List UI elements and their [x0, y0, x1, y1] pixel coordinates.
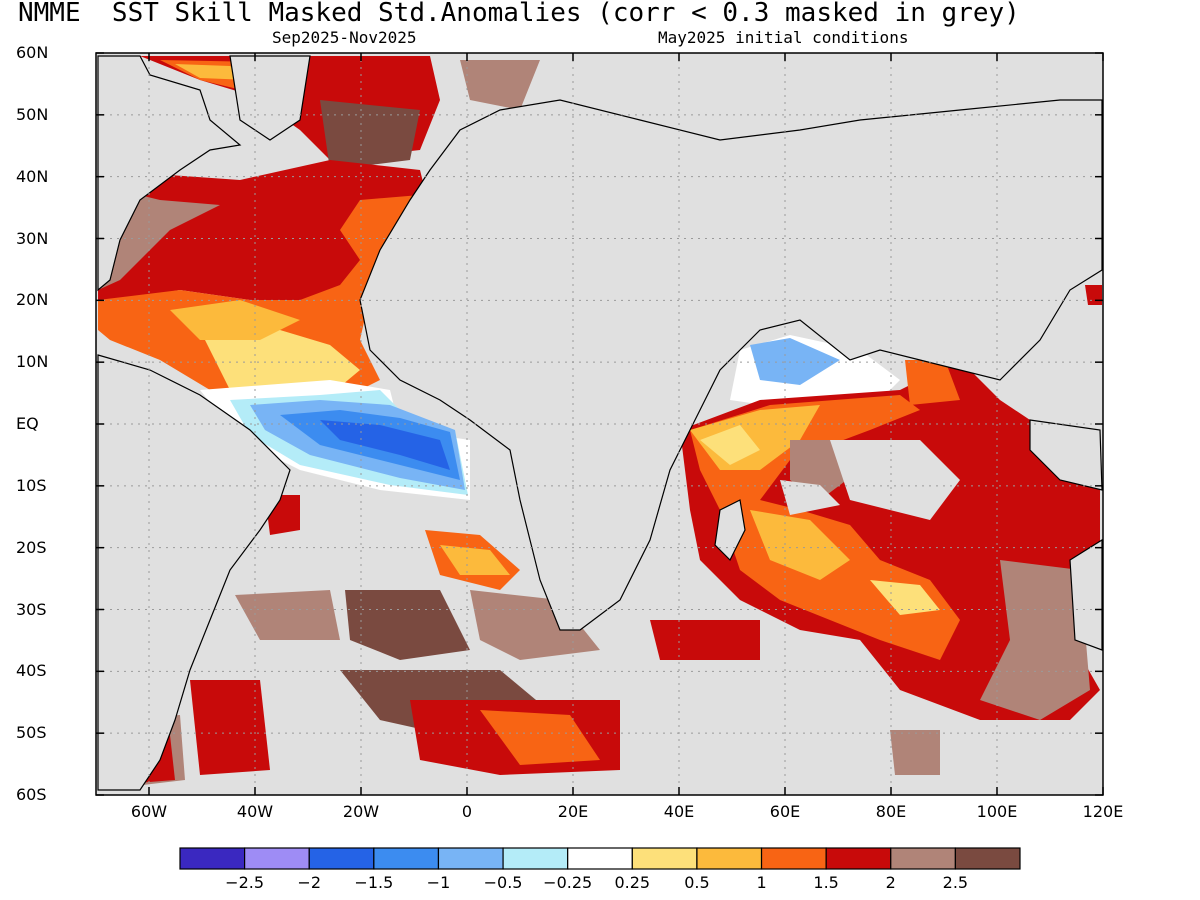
anomaly-south-io-strip: [650, 620, 760, 660]
lat-tick-label: 60S: [16, 785, 47, 804]
anomaly-sa-patch-12: [190, 680, 270, 775]
colorbar-swatch: [696, 847, 763, 870]
anomaly-far-south-io: [890, 730, 940, 775]
colorbar-label: −0.25: [543, 873, 593, 892]
lon-tick-label: 60W: [130, 802, 168, 821]
anomaly-eq-atlantic-deep: [320, 420, 450, 470]
colorbar-label: 2: [885, 873, 896, 892]
colorbar-swatch: [437, 847, 504, 870]
lat-tick-label: 30N: [16, 228, 49, 248]
anomaly-io-light-yellow: [700, 425, 760, 465]
colorbar-swatch: [308, 847, 375, 870]
lat-tick-label: 40S: [16, 661, 47, 681]
anomaly-sa-patch-5: [345, 590, 470, 660]
colorbar-swatch: [954, 847, 1021, 870]
colorbar-swatch: [567, 847, 633, 870]
colorbar-label: 0.25: [614, 873, 651, 892]
lat-tick-label: 10S: [16, 475, 47, 495]
colorbar-label: −2: [297, 873, 322, 892]
colorbar-swatch: [825, 847, 892, 870]
anomaly-n-atlantic-yellow: [175, 64, 250, 80]
land-maritime-asia: [1029, 419, 1103, 491]
anomaly-arabian-blue: [750, 338, 840, 385]
colorbar-swatch: [631, 847, 698, 870]
anomaly-n-atlantic-tan: [460, 60, 540, 110]
colorbar-swatch: [502, 847, 569, 870]
colorbar-label: 1.5: [813, 873, 839, 892]
colorbar-swatch: [890, 847, 956, 870]
anomaly-io-interior-grey-2: [780, 480, 840, 515]
chart-title: NMME SST Skill Masked Std.Anomalies (cor…: [18, 0, 1020, 28]
lon-tick-label: 40E: [663, 802, 695, 821]
anomaly-n-atlantic-brown: [320, 100, 420, 170]
anomaly-sa-patch-3: [440, 545, 510, 575]
land-south-america: [97, 354, 291, 791]
forecast-period: Sep2025-Nov2025: [272, 28, 417, 47]
lon-tick-label: 0: [461, 802, 473, 821]
anomaly-io-interior-grey: [830, 440, 960, 520]
colorbar-label: 1: [756, 873, 767, 892]
lon-tick-label: 40W: [236, 802, 274, 821]
colorbar-swatch: [179, 847, 246, 870]
anomaly-sa-patch-9: [480, 710, 600, 765]
land-australia: [1069, 538, 1103, 651]
anomaly-fields: [98, 56, 1102, 790]
land-greenland: [229, 55, 311, 141]
colorbar-label: −1: [426, 873, 451, 892]
colorbar-label: 0.5: [684, 873, 710, 892]
lon-tick-label: 100E: [976, 802, 1018, 821]
anomaly-subtropical-orange: [98, 195, 420, 400]
anomaly-io-yellow-3: [870, 580, 940, 615]
map-grid: [96, 53, 1103, 795]
anomaly-subtropical-red: [98, 160, 430, 310]
colorbar: [179, 847, 1021, 870]
land-north-america: [97, 55, 242, 292]
anomaly-sa-patch-6: [470, 590, 600, 660]
lat-tick-label: 40N: [16, 166, 49, 186]
lat-tick-label: EQ: [16, 414, 39, 433]
lat-tick-label: 10N: [16, 352, 49, 372]
anomaly-s-china-sea: [1085, 285, 1102, 305]
lon-tick-label: 20E: [557, 802, 589, 821]
colorbar-swatch: [244, 847, 310, 870]
lon-tick-label: 80E: [875, 802, 907, 821]
colorbar-label: −0.5: [483, 873, 523, 892]
lat-tick-label: 50N: [16, 104, 49, 124]
colorbar-label: 2.5: [942, 873, 969, 892]
colorbar-swatch: [760, 847, 827, 870]
land-masses: [97, 55, 1103, 791]
anomaly-subtropical-light-orange: [170, 300, 300, 340]
lat-tick-label: 50S: [16, 723, 47, 743]
land-madagascar: [714, 499, 746, 562]
lon-tick-label: 120E: [1082, 802, 1124, 821]
lon-tick-label: 60E: [769, 802, 801, 821]
lat-tick-label: 60N: [16, 43, 49, 62]
lon-tick-label: 20W: [342, 802, 380, 821]
anomaly-sa-patch-4: [235, 590, 340, 640]
land-africa-eurasia: [359, 99, 1103, 631]
colorbar-swatch: [373, 847, 440, 870]
lat-tick-label: 30S: [16, 599, 47, 619]
lat-tick-label: 20S: [16, 537, 47, 557]
initial-conditions: May2025 initial conditions: [658, 28, 909, 47]
colorbar-label: −1.5: [354, 873, 394, 892]
anomaly-bay-bengal: [905, 360, 960, 405]
lat-tick-label: 20N: [16, 290, 49, 310]
colorbar-label: −2.5: [225, 873, 265, 892]
anomaly-io-yellow-2: [750, 510, 850, 580]
axis-tickmarks: [96, 52, 1104, 796]
anomaly-io-tan: [980, 560, 1090, 720]
